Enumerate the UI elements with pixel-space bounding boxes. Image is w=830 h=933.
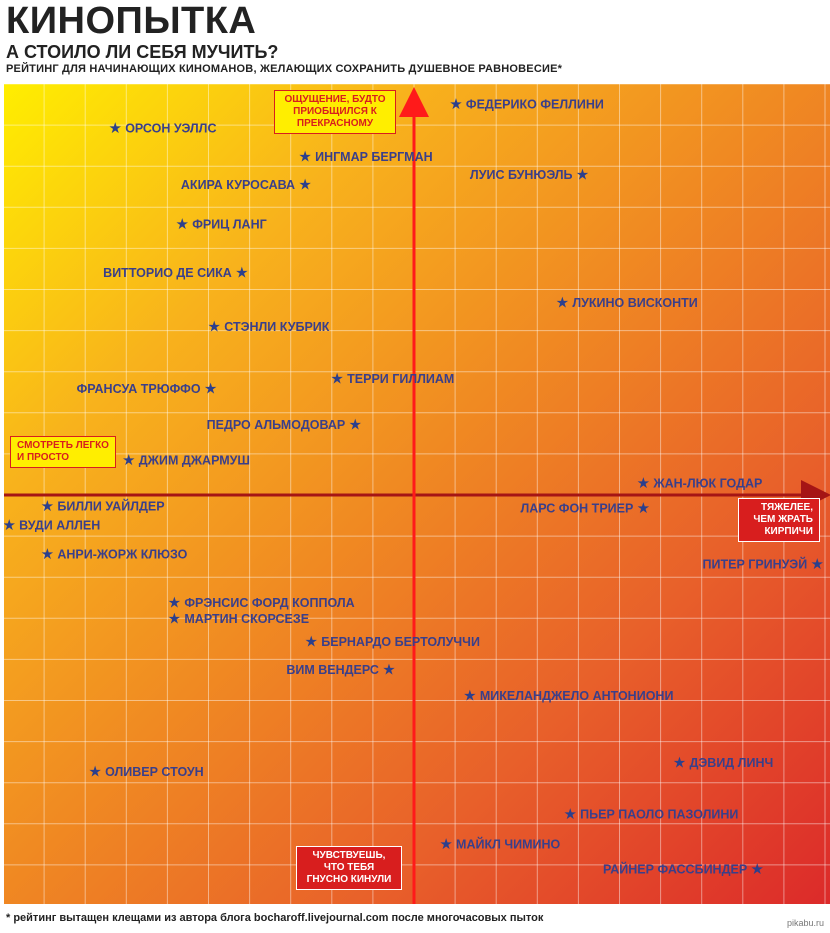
data-point-star-icon: ★ — [382, 660, 395, 678]
data-point-label: СТЭНЛИ КУБРИК — [224, 320, 330, 334]
data-point-label: МАЙКЛ ЧИМИНО — [456, 836, 560, 851]
page-title: КИНОПЫТКА — [6, 0, 257, 42]
data-point-star-icon: ★ — [637, 499, 650, 517]
data-point-label: АКИРА КУРОСАВА — [181, 178, 295, 192]
data-point-star-icon: ★ — [750, 860, 763, 878]
data-point-star-icon: ★ — [556, 294, 569, 312]
data-point-star-icon: ★ — [4, 516, 16, 534]
data-point-label: РАЙНЕР ФАССБИНДЕР — [603, 862, 747, 877]
data-point-star-icon: ★ — [235, 264, 248, 282]
data-point-label: ПЕДРО АЛЬМОДОВАР — [207, 418, 346, 432]
axis-label-bottom: ЧУВСТВУЕШЬ, ЧТО ТЕБЯ ГНУСНО КИНУЛИ — [296, 846, 402, 890]
data-point-star-icon: ★ — [563, 805, 576, 823]
data-point-star-icon: ★ — [449, 95, 462, 113]
data-point-label: ФРАНСУА ТРЮФФО — [77, 382, 201, 396]
data-point-label: ИНГМАР БЕРГМАН — [315, 150, 433, 164]
data-point-label: ЛАРС ФОН ТРИЕР — [520, 502, 633, 516]
data-point-star-icon: ★ — [41, 545, 54, 563]
axis-label-left: СМОТРЕТЬ ЛЕГКО И ПРОСТО — [10, 436, 116, 468]
data-point-label: МИКЕЛАНДЖЕЛО АНТОНИОНИ — [480, 689, 674, 703]
data-point-star-icon: ★ — [298, 175, 311, 193]
page-description: РЕЙТИНГ ДЛЯ НАЧИНАЮЩИХ КИНОМАНОВ, ЖЕЛАЮЩ… — [6, 63, 563, 75]
data-point-label: ОЛИВЕР СТОУН — [105, 765, 204, 779]
data-point-star-icon: ★ — [204, 380, 217, 398]
watermark: pikabu.ru — [786, 918, 824, 928]
axis-label-right: ТЯЖЕЛЕЕ, ЧЕМ ЖРАТЬ КИРПИЧИ — [738, 498, 820, 542]
data-point-star-icon: ★ — [439, 835, 452, 853]
data-point-star-icon: ★ — [349, 416, 362, 434]
data-point-star-icon: ★ — [175, 215, 188, 233]
data-point-star-icon: ★ — [122, 451, 135, 469]
axis-label-top: ОЩУЩЕНИЕ, БУДТО ПРИОБЩИЛСЯ К ПРЕКРАСНОМУ — [274, 90, 396, 134]
data-point-label: ОРСОН УЭЛЛС — [125, 121, 216, 135]
data-point-star-icon: ★ — [463, 687, 476, 705]
data-point-label: ФЕДЕРИКО ФЕЛЛИНИ — [466, 98, 604, 112]
data-point-label: ВУДИ АЛЛЕН — [19, 519, 100, 533]
data-point-label: ЛУКИНО ВИСКОНТИ — [572, 296, 697, 310]
data-point-star-icon: ★ — [208, 317, 221, 335]
data-point-star-icon: ★ — [88, 763, 101, 781]
data-point-star-icon: ★ — [637, 474, 650, 492]
data-point-label: БЕРНАРДО БЕРТОЛУЧЧИ — [321, 635, 480, 649]
data-point-star-icon: ★ — [108, 119, 121, 137]
data-point-label: БИЛЛИ УАЙЛДЕР — [57, 499, 164, 514]
data-point-star-icon: ★ — [576, 165, 589, 183]
data-point-star-icon: ★ — [41, 497, 54, 515]
footnote: * рейтинг вытащен клещами из автора блог… — [6, 912, 544, 924]
data-point-star-icon: ★ — [168, 609, 181, 627]
chart-plot-area: ★ ФЕДЕРИКО ФЕЛЛИНИ ★ ОРСОН УЭЛЛС ★ ИНГМАР БЕР… — [4, 84, 830, 904]
data-point-star-icon: ★ — [168, 593, 181, 611]
data-point-label: ДЭВИД ЛИНЧ — [690, 756, 774, 770]
data-point-label: ЛУИС БУНЮЭЛЬ — [470, 168, 573, 182]
data-point-star-icon: ★ — [305, 632, 318, 650]
page-subtitle: А СТОИЛО ЛИ СЕБЯ МУЧИТЬ? — [6, 42, 279, 62]
data-point-star-icon: ★ — [298, 147, 311, 165]
data-point-label: МАРТИН СКОРСЕЗЕ — [184, 612, 309, 626]
data-point-label: ДЖИМ ДЖАРМУШ — [139, 454, 250, 468]
data-point-label: ВИМ ВЕНДЕРС — [286, 663, 379, 677]
data-point-label: ПЬЕР ПАОЛО ПАЗОЛИНИ — [580, 807, 738, 821]
data-point-star-icon: ★ — [330, 370, 343, 388]
data-point-label: ФРИЦ ЛАНГ — [192, 218, 267, 232]
data-point-star-icon: ★ — [810, 555, 823, 573]
data-point-label: ТЕРРИ ГИЛЛИАМ — [347, 372, 454, 386]
data-point-star-icon: ★ — [673, 754, 686, 772]
data-point-label: ПИТЕР ГРИНУЭЙ — [703, 557, 808, 572]
scatter-chart: ★ ФЕДЕРИКО ФЕЛЛИНИ ★ ОРСОН УЭЛЛС ★ ИНГМАР БЕР… — [4, 84, 830, 904]
data-point-label: ФРЭНСИС ФОРД КОППОЛА — [184, 596, 354, 610]
data-point-label: ЖАН-ЛЮК ГОДАР — [652, 477, 762, 491]
data-point-label: АНРИ-ЖОРЖ КЛЮЗО — [57, 548, 187, 562]
data-point-label: ВИТТОРИО ДЕ СИКА — [103, 266, 232, 280]
